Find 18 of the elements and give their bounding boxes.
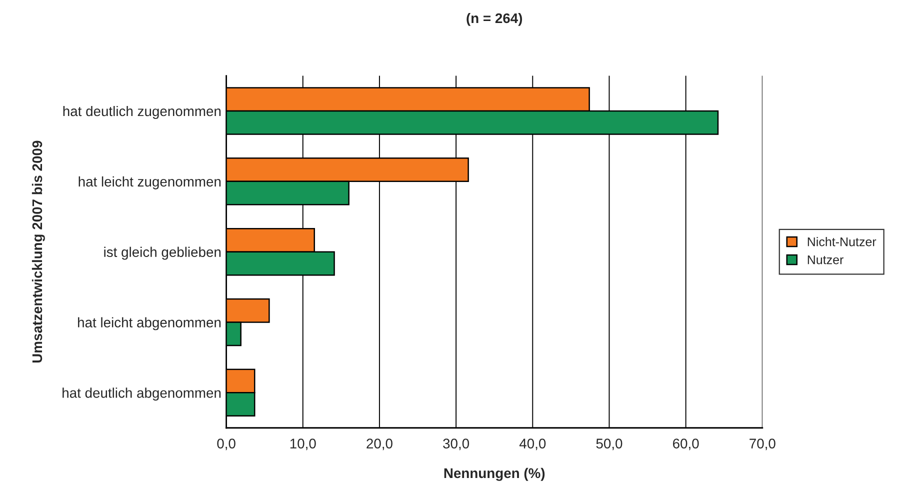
y-axis-title: Umsatzentwicklung 2007 bis 2009 — [32, 140, 45, 363]
legend-label: Nutzer — [808, 255, 844, 264]
y-tick-label: hat leicht zugenommen — [78, 176, 221, 190]
y-tick-label: hat leicht abgenommen — [78, 317, 221, 330]
x-tick-label: 60,0 — [673, 438, 699, 450]
x-tick-label: 40,0 — [519, 438, 546, 450]
y-tick-label: hat deutlich zugenommen — [63, 106, 221, 119]
x-tick-label: 30,0 — [443, 438, 470, 450]
x-tick-label: 50,0 — [596, 438, 622, 450]
x-tick-label: 0,0 — [217, 438, 236, 450]
x-tick-label: 70,0 — [750, 438, 776, 450]
legend-label: Nicht-Nutzer — [808, 237, 876, 246]
x-tick-label: 10,0 — [290, 438, 316, 450]
chart-title: (n = 264) — [466, 12, 522, 26]
x-tick-label: 20,0 — [366, 438, 392, 450]
x-axis-title: Nennungen (%) — [444, 468, 545, 481]
y-tick-label: hat deutlich abgenommen — [62, 388, 221, 401]
y-tick-label: ist gleich geblieben — [104, 246, 221, 260]
